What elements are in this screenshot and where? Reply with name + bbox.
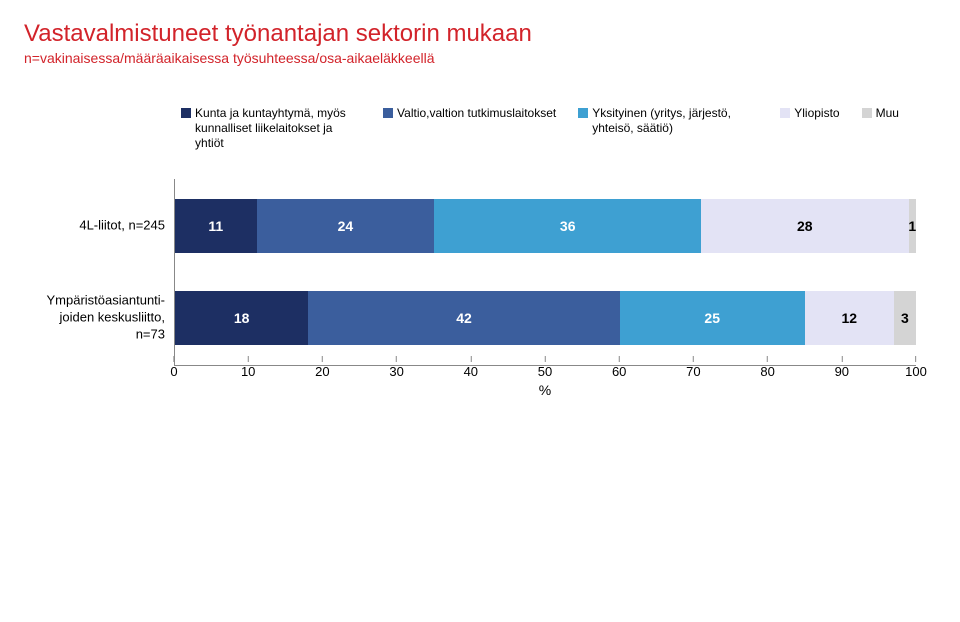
x-tick: 60 — [612, 356, 626, 379]
x-tick: 70 — [686, 356, 700, 379]
legend-item: Muu — [862, 106, 899, 151]
x-tick: 30 — [389, 356, 403, 379]
stacked-bar: 112436281 — [175, 199, 916, 253]
x-axis: % 0102030405060708090100 — [174, 356, 916, 396]
bar-segment: 1 — [909, 199, 916, 253]
bar-segment: 12 — [805, 291, 894, 345]
legend-swatch — [181, 108, 191, 118]
bar-segment: 25 — [620, 291, 805, 345]
legend-label: Yliopisto — [794, 106, 839, 121]
bar-segment: 42 — [308, 291, 619, 345]
bar-segment: 36 — [434, 199, 701, 253]
page-title: Vastavalmistuneet työnantajan sektorin m… — [24, 20, 936, 48]
x-tick: 50 — [538, 356, 552, 379]
x-tick: 0 — [170, 356, 177, 379]
legend-item: Yksityinen (yritys, järjestö, yhteisö, s… — [578, 106, 758, 151]
category-label: Ympäristöasiantunti-joiden keskusliitto,… — [25, 293, 175, 344]
x-tick: 80 — [760, 356, 774, 379]
x-tick: 40 — [464, 356, 478, 379]
stacked-bar: 184225123 — [175, 291, 916, 345]
legend-label: Yksityinen (yritys, järjestö, yhteisö, s… — [592, 106, 758, 136]
legend-label: Muu — [876, 106, 899, 121]
x-tick: 20 — [315, 356, 329, 379]
x-tick: 100 — [905, 356, 927, 379]
legend-item: Kunta ja kuntayhtymä, myös kunnalliset l… — [181, 106, 361, 151]
legend-label: Valtio,valtion tutkimuslaitokset — [397, 106, 556, 121]
legend-item: Yliopisto — [780, 106, 839, 151]
legend-label: Kunta ja kuntayhtymä, myös kunnalliset l… — [195, 106, 361, 151]
bar-segment: 18 — [175, 291, 308, 345]
x-tick: 90 — [835, 356, 849, 379]
bar-segment: 28 — [701, 199, 908, 253]
bar-row: Ympäristöasiantunti-joiden keskusliitto,… — [175, 291, 916, 345]
x-axis-label: % — [539, 382, 551, 398]
legend-swatch — [862, 108, 872, 118]
bar-row: 4L-liitot, n=245112436281 — [175, 199, 916, 253]
legend-item: Valtio,valtion tutkimuslaitokset — [383, 106, 556, 151]
chart: 4L-liitot, n=245112436281Ympäristöasiant… — [24, 179, 936, 396]
legend-swatch — [578, 108, 588, 118]
x-tick: 10 — [241, 356, 255, 379]
bar-segment: 11 — [175, 199, 257, 253]
category-label: 4L-liitot, n=245 — [25, 218, 175, 235]
legend: Kunta ja kuntayhtymä, myös kunnalliset l… — [24, 106, 936, 151]
bar-segment: 3 — [894, 291, 916, 345]
bar-segment: 24 — [257, 199, 435, 253]
legend-swatch — [383, 108, 393, 118]
page-subtitle: n=vakinaisessa/määräaikaisessa työsuhtee… — [24, 50, 936, 66]
legend-swatch — [780, 108, 790, 118]
